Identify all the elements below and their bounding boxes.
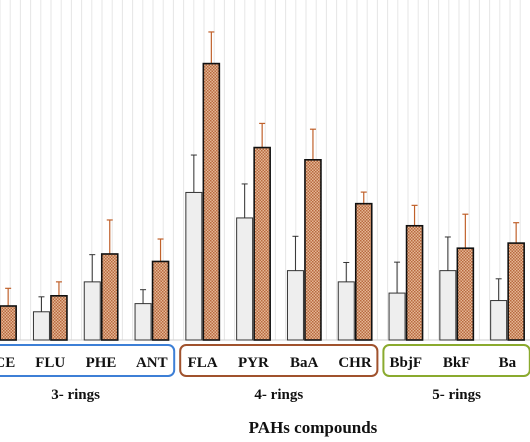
bar-series-1 <box>185 191 203 341</box>
bar-series-1 <box>236 217 254 341</box>
bar-series-2 <box>456 247 475 341</box>
bar-series-2 <box>151 260 170 341</box>
category-tick-label: BaA <box>290 355 319 371</box>
bar-series-1 <box>337 281 355 341</box>
category-tick-label: ANT <box>136 355 168 371</box>
category-tick-label: FLU <box>35 355 65 371</box>
bar-series-2 <box>0 305 17 341</box>
category-tick-label: FLA <box>188 355 218 371</box>
bars <box>0 31 525 341</box>
category-tick-label: PHE <box>86 355 117 371</box>
ring-group-label: 3- rings <box>51 387 100 403</box>
bar-series-1 <box>490 300 508 341</box>
x-axis-label: PAHs compounds <box>249 418 378 437</box>
category-tick-label: BkF <box>443 355 471 371</box>
bar-series-2 <box>405 224 424 341</box>
bar-series-2 <box>50 294 68 341</box>
category-tick-label: ACE <box>0 355 15 371</box>
category-tick-label: CHR <box>338 355 372 371</box>
bar-series-1 <box>83 281 101 341</box>
bar-series-2 <box>253 146 271 341</box>
bar-series-2 <box>100 253 119 341</box>
bar-series-2 <box>507 242 525 341</box>
category-tick-label: BbjF <box>390 355 423 371</box>
category-tick-label: PYR <box>238 355 269 371</box>
ring-groups: 3- rings 4- rings 5- rings <box>0 344 530 403</box>
ring-group-label: 5- rings <box>432 387 481 403</box>
bar-series-2 <box>304 159 322 341</box>
bar-series-1 <box>439 270 457 341</box>
bar-series-1 <box>134 303 152 341</box>
bar-series-1 <box>388 292 406 341</box>
ring-group-label: 4- rings <box>254 387 303 403</box>
bar-series-1 <box>32 311 50 341</box>
bar-series-1 <box>286 270 304 341</box>
ring-group-box <box>0 344 176 377</box>
bar-series-2 <box>202 62 221 341</box>
category-ticks: ACE FLU PHE ANT FLA PYR BaA CHR BbjF BkF Ba <box>0 355 517 371</box>
ring-group-box <box>179 344 379 377</box>
bar-series-2 <box>354 202 373 341</box>
category-tick-label: Ba <box>499 355 517 371</box>
